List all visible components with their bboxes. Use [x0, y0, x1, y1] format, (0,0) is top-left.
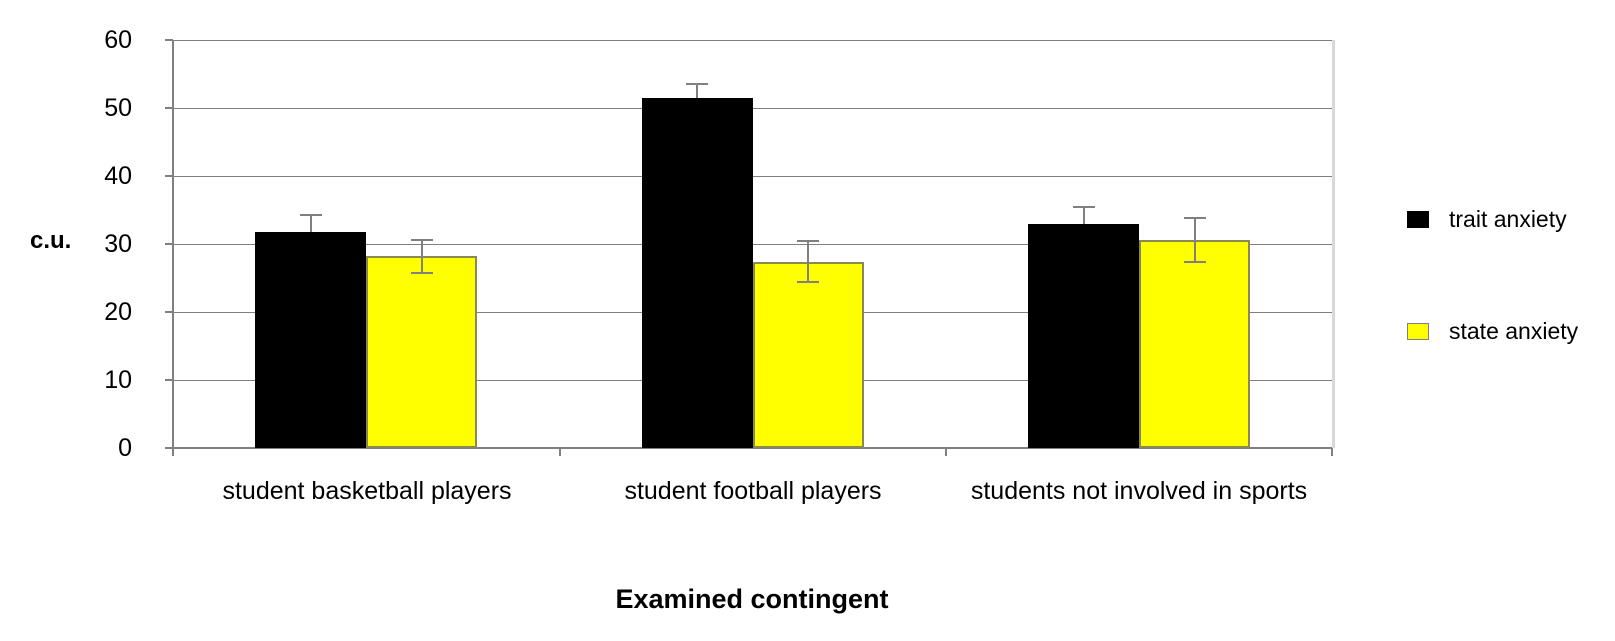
error-bar-cap-top-0-2: [1072, 205, 1095, 208]
error-bar-cap-bottom-1-2: [1183, 260, 1206, 263]
bar-trait-anxiety-1: [641, 97, 753, 448]
legend-item-state-anxiety: state anxiety: [1407, 318, 1578, 345]
bar-state-anxiety-0: [366, 256, 477, 448]
gridline-40: [173, 175, 1332, 177]
error-bar-cap-top-1-1: [797, 240, 819, 243]
y-tick-label-30: 30: [104, 230, 132, 258]
legend-label-state-anxiety: state anxiety: [1449, 318, 1579, 344]
state-anxiety-swatch-icon: [1407, 323, 1429, 340]
y-axis-tick-50: [165, 107, 173, 109]
error-bar-cap-top-0-1: [686, 83, 708, 86]
y-tick-label-0: 0: [118, 434, 132, 462]
error-bar-line-0-0: [309, 215, 312, 232]
x-axis-tick-3: [1331, 448, 1333, 456]
y-tick-label-10: 10: [104, 366, 132, 394]
bar-state-anxiety-2: [1139, 239, 1250, 448]
gridline-50: [173, 107, 1332, 109]
trait-anxiety-swatch-icon: [1407, 211, 1429, 228]
y-axis-title: c.u.: [30, 227, 72, 254]
error-bar-cap-bottom-1-1: [797, 281, 819, 284]
y-axis-tick-0: [165, 447, 173, 449]
legend-label-trait-anxiety: trait anxiety: [1449, 206, 1567, 232]
error-bar-cap-top-0-0: [299, 214, 322, 217]
bar-state-anxiety-1: [752, 261, 864, 448]
gridline-30: [173, 243, 1332, 245]
category-label-football: student football players: [624, 477, 882, 505]
y-tick-label-60: 60: [104, 26, 132, 54]
y-axis-tick-60: [165, 39, 173, 41]
error-bar-cap-bottom-1-0: [410, 271, 433, 274]
error-bar-line-1-2: [1193, 218, 1196, 262]
y-tick-label-20: 20: [104, 298, 132, 326]
y-axis-tick-30: [165, 243, 173, 245]
bar-trait-anxiety-2: [1028, 223, 1139, 448]
y-axis-tick-10: [165, 379, 173, 381]
x-axis-tick-1: [558, 448, 561, 456]
x-axis-title: Examined contingent: [615, 584, 889, 614]
error-bar-cap-top-1-2: [1183, 217, 1206, 220]
y-axis-tick-20: [165, 311, 173, 313]
category-label-basketball: student basketball players: [222, 477, 512, 505]
gridline-60: [173, 39, 1332, 41]
y-tick-label-50: 50: [104, 94, 132, 122]
error-bar-line-0-1: [696, 84, 698, 98]
x-axis-tick-2: [945, 448, 947, 456]
x-axis-tick-0: [172, 448, 174, 456]
error-bar-line-1-1: [807, 241, 809, 283]
bar-trait-anxiety-0: [255, 231, 366, 448]
y-axis-line: [172, 40, 174, 448]
x-axis-line: [172, 447, 1333, 449]
error-bar-cap-top-1-0: [410, 238, 433, 241]
y-axis-tick-40: [165, 175, 173, 177]
y-tick-label-40: 40: [104, 162, 132, 190]
category-label-no-sports: students not involved in sports: [970, 477, 1308, 505]
legend-item-trait-anxiety: trait anxiety: [1407, 206, 1567, 233]
error-bar-line-0-2: [1082, 206, 1085, 224]
error-bar-line-1-0: [420, 239, 423, 273]
plot-right-border: [1332, 40, 1335, 448]
